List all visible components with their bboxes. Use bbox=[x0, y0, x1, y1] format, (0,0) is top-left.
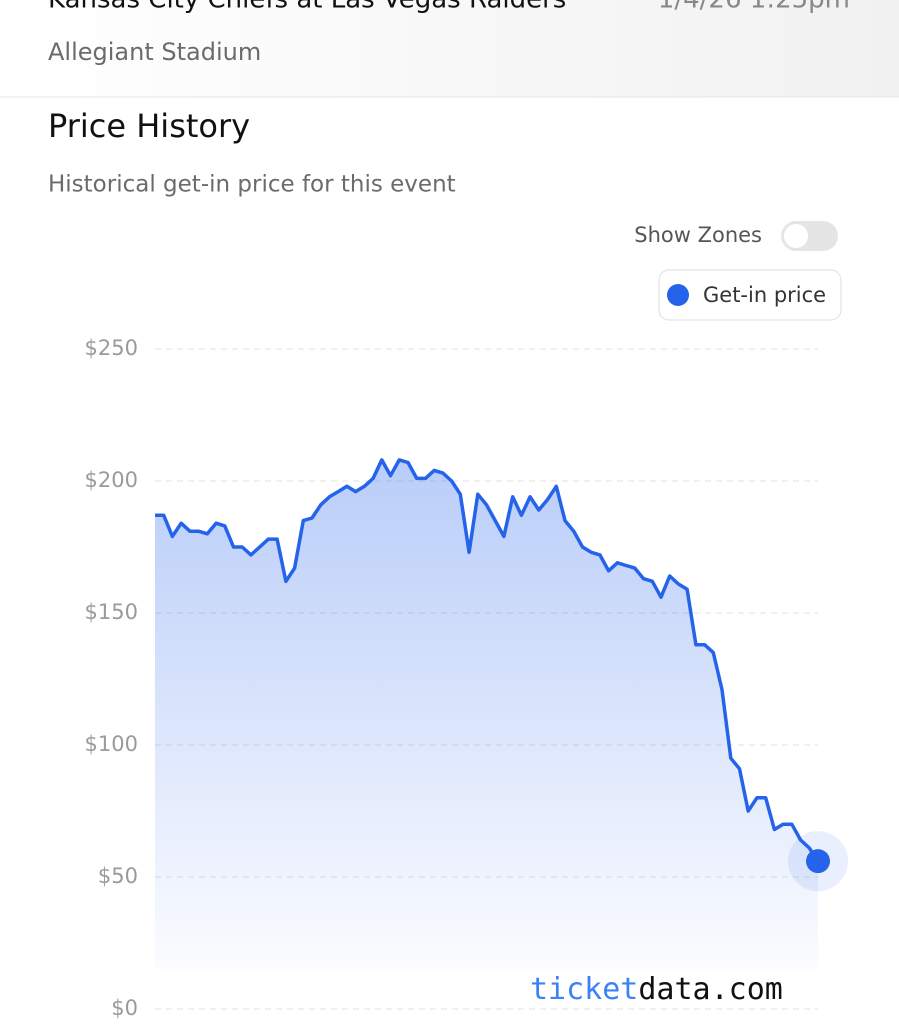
chart-subtitle: Historical get-in price for this event bbox=[48, 172, 456, 198]
y-tick-label: $250 bbox=[85, 336, 138, 360]
event-date: 1/4/26 1:25pm bbox=[658, 0, 850, 15]
line bbox=[155, 458, 820, 863]
legend-swatch bbox=[667, 284, 689, 306]
event-title: Kansas City Chiefs at Las Vegas Raiders bbox=[48, 0, 566, 15]
watermark: ticketdata.com bbox=[530, 972, 783, 1007]
end-point bbox=[806, 849, 830, 874]
y-tick-label: $50 bbox=[98, 864, 138, 888]
toggle-knob bbox=[784, 224, 808, 248]
venue: Allegiant Stadium bbox=[48, 38, 261, 66]
legend bbox=[658, 269, 842, 321]
legend-label: Get-in price bbox=[703, 283, 826, 307]
y-tick-label: $200 bbox=[85, 468, 138, 492]
watermark-accent: ticket bbox=[530, 972, 638, 1007]
chart-title: Price History bbox=[48, 107, 250, 145]
y-tick-label: $0 bbox=[111, 996, 138, 1020]
header-bg bbox=[0, 0, 899, 97]
plot: $0 $50 $100 $150 $200 $250 bbox=[85, 336, 848, 1020]
toggle-label: Show Zones bbox=[634, 223, 762, 247]
watermark-rest: data.com bbox=[638, 972, 783, 1007]
area bbox=[155, 459, 818, 969]
y-tick-label: $150 bbox=[85, 600, 138, 624]
y-tick-label: $100 bbox=[85, 732, 138, 756]
